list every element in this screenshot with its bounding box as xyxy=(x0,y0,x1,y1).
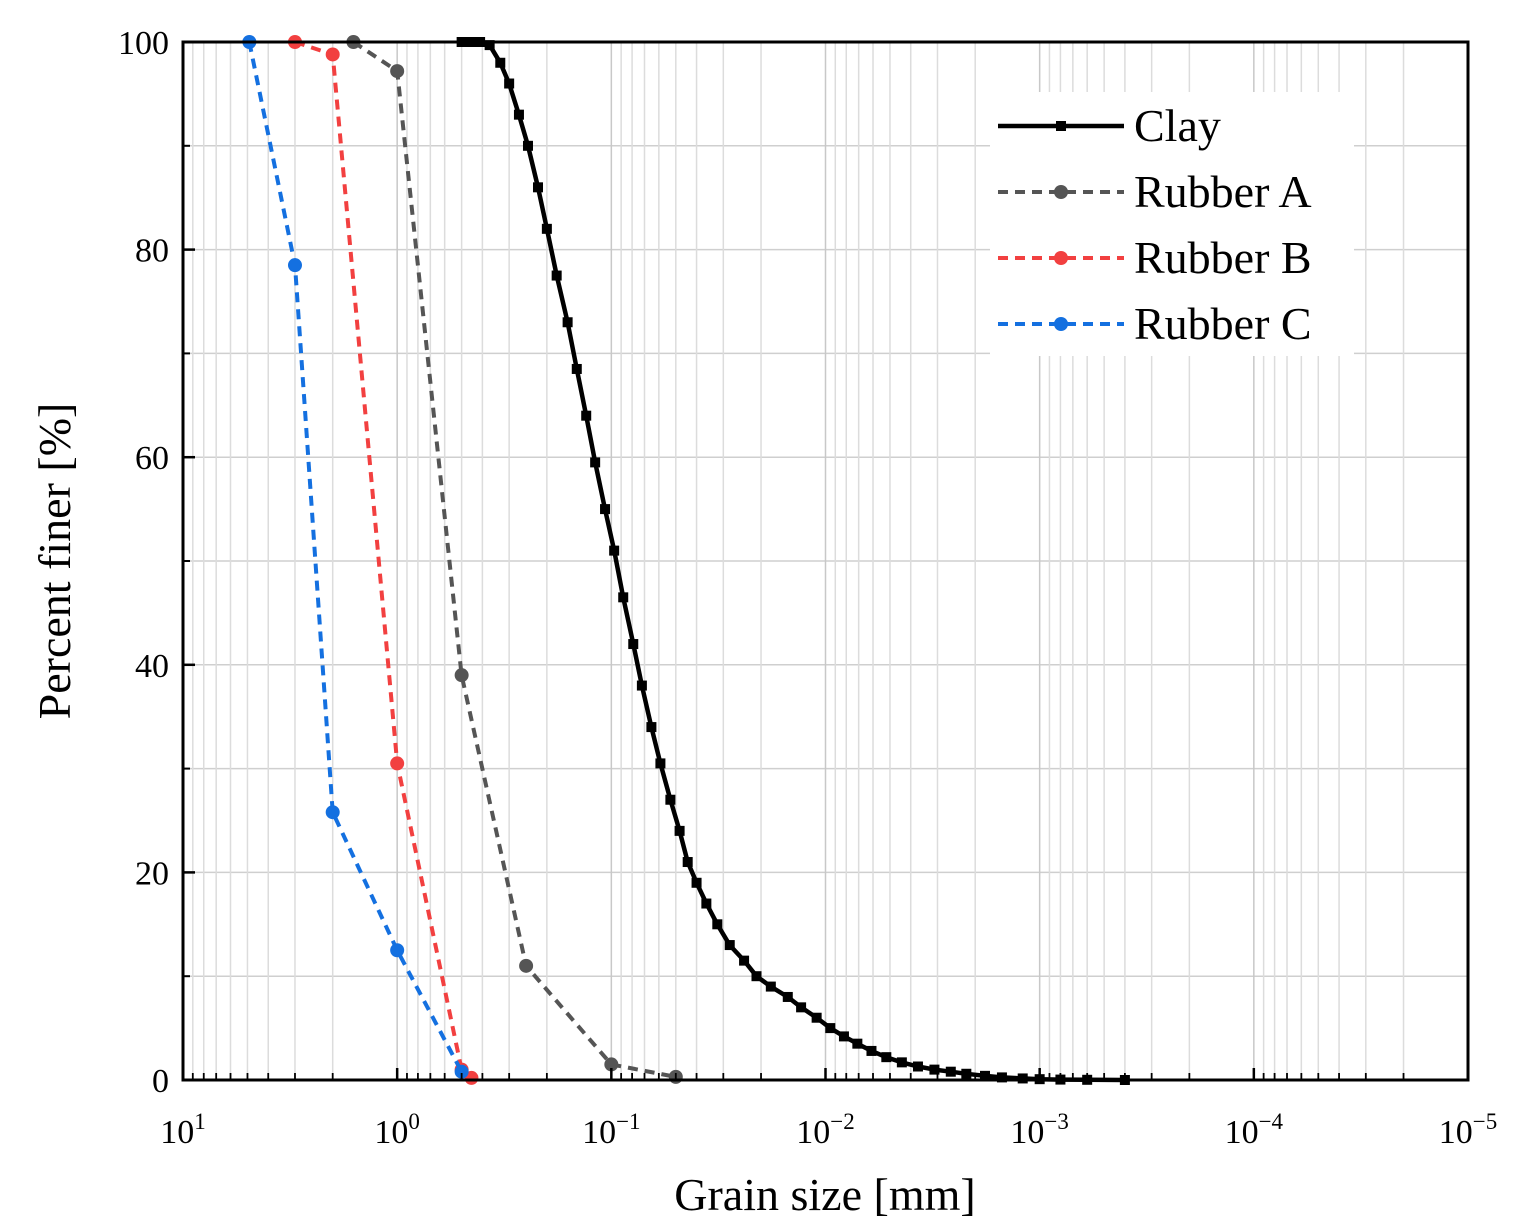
data-point-clay xyxy=(571,363,582,374)
x-tick-label: 10−3 xyxy=(1010,1109,1068,1151)
data-point-clay xyxy=(896,1057,907,1068)
y-tick-label: 80 xyxy=(135,233,169,270)
data-point-rubber-c xyxy=(454,1064,469,1079)
y-tick-label: 60 xyxy=(135,440,169,477)
data-point-clay xyxy=(484,40,495,51)
data-point-clay xyxy=(590,457,601,468)
data-point-clay xyxy=(782,991,793,1002)
data-point-clay xyxy=(665,794,676,805)
data-point-clay xyxy=(838,1031,849,1042)
data-point-clay xyxy=(551,270,562,281)
data-point-clay xyxy=(825,1023,836,1034)
series-layer xyxy=(242,35,1130,1085)
data-point-clay xyxy=(961,1068,972,1079)
x-tick-label: 10−2 xyxy=(796,1109,854,1151)
data-point-clay xyxy=(701,898,712,909)
data-point-clay xyxy=(646,722,657,733)
data-point-clay xyxy=(504,78,515,89)
data-point-clay xyxy=(881,1052,892,1063)
data-point-clay xyxy=(929,1064,940,1075)
data-point-clay xyxy=(912,1061,923,1072)
data-point-clay xyxy=(541,223,552,234)
data-point-clay xyxy=(765,981,776,992)
data-point-clay xyxy=(724,940,735,951)
data-point-rubber-c xyxy=(287,258,302,273)
data-point-clay xyxy=(495,57,506,68)
data-point-clay xyxy=(532,182,543,193)
data-point-clay xyxy=(562,317,573,328)
legend-marker-rubber-b xyxy=(1054,251,1068,265)
data-point-clay xyxy=(691,877,702,888)
series-line-rubber-c xyxy=(247,41,464,1073)
data-point-clay xyxy=(618,592,629,603)
y-axis-title: Percent finer [%] xyxy=(29,403,80,720)
data-point-clay xyxy=(996,1072,1007,1083)
series-line-rubber-a xyxy=(352,40,677,1079)
data-point-clay xyxy=(852,1038,863,1049)
data-point-clay xyxy=(866,1045,877,1056)
legend: Clay Rubber A Rubber B Rubber C xyxy=(990,92,1354,356)
legend-item-clay: Clay xyxy=(998,100,1221,151)
data-point-clay xyxy=(674,825,685,836)
data-point-clay xyxy=(628,639,639,650)
legend-marker-rubber-a xyxy=(1054,185,1068,199)
data-point-rubber-a xyxy=(519,958,534,973)
series-line-clay xyxy=(461,39,1125,1083)
legend-item-rubber-a: Rubber A xyxy=(998,166,1312,217)
legend-item-rubber-c: Rubber C xyxy=(998,298,1312,349)
legend-label-clay: Clay xyxy=(1134,100,1221,151)
data-point-clay xyxy=(796,1002,807,1013)
data-point-rubber-a xyxy=(604,1057,619,1072)
data-point-rubber-c xyxy=(390,943,405,958)
x-tick-label: 10−1 xyxy=(582,1109,640,1151)
axis-ticks xyxy=(181,40,1470,1082)
legend-label-rubber-a: Rubber A xyxy=(1134,166,1312,217)
data-point-clay xyxy=(636,680,647,691)
data-point-clay xyxy=(522,140,533,151)
x-tick-label: 100 xyxy=(374,1109,420,1151)
tick-labels: 0 20 40 60 80 100 101 100 10−1 10−2 10−3 10−4 10−5 xyxy=(118,25,1497,1151)
data-point-clay xyxy=(979,1070,990,1081)
data-point-clay xyxy=(600,504,611,515)
x-tick-label: 10−4 xyxy=(1225,1109,1284,1151)
x-axis-title: Grain size [mm] xyxy=(674,1169,975,1220)
legend-label-rubber-b: Rubber B xyxy=(1134,232,1312,283)
data-point-clay xyxy=(945,1066,956,1077)
data-point-clay xyxy=(581,410,592,421)
x-tick-label: 10−5 xyxy=(1439,1109,1497,1151)
legend-marker-clay xyxy=(1056,121,1066,131)
legend-box xyxy=(990,92,1354,356)
legend-item-rubber-b: Rubber B xyxy=(998,232,1312,283)
legend-label-rubber-c: Rubber C xyxy=(1134,298,1312,349)
data-point-clay xyxy=(751,971,762,982)
data-point-clay xyxy=(1017,1073,1028,1084)
data-point-clay xyxy=(739,955,750,966)
data-point-rubber-a xyxy=(390,64,405,79)
y-tick-label: 0 xyxy=(152,1063,169,1100)
y-tick-label: 100 xyxy=(118,25,169,62)
data-point-clay xyxy=(609,545,620,556)
data-point-rubber-b xyxy=(325,47,340,62)
data-point-rubber-a xyxy=(454,668,469,683)
y-tick-label: 20 xyxy=(135,855,169,892)
data-point-clay xyxy=(513,109,524,120)
data-point-clay xyxy=(655,758,666,769)
data-point-clay xyxy=(811,1012,822,1023)
legend-marker-rubber-c xyxy=(1054,317,1068,331)
y-tick-label: 40 xyxy=(135,648,169,685)
data-point-clay xyxy=(712,919,723,930)
data-point-rubber-b xyxy=(390,756,405,771)
data-point-clay xyxy=(682,857,693,868)
data-point-rubber-c xyxy=(325,805,340,820)
x-tick-label: 101 xyxy=(160,1109,206,1151)
